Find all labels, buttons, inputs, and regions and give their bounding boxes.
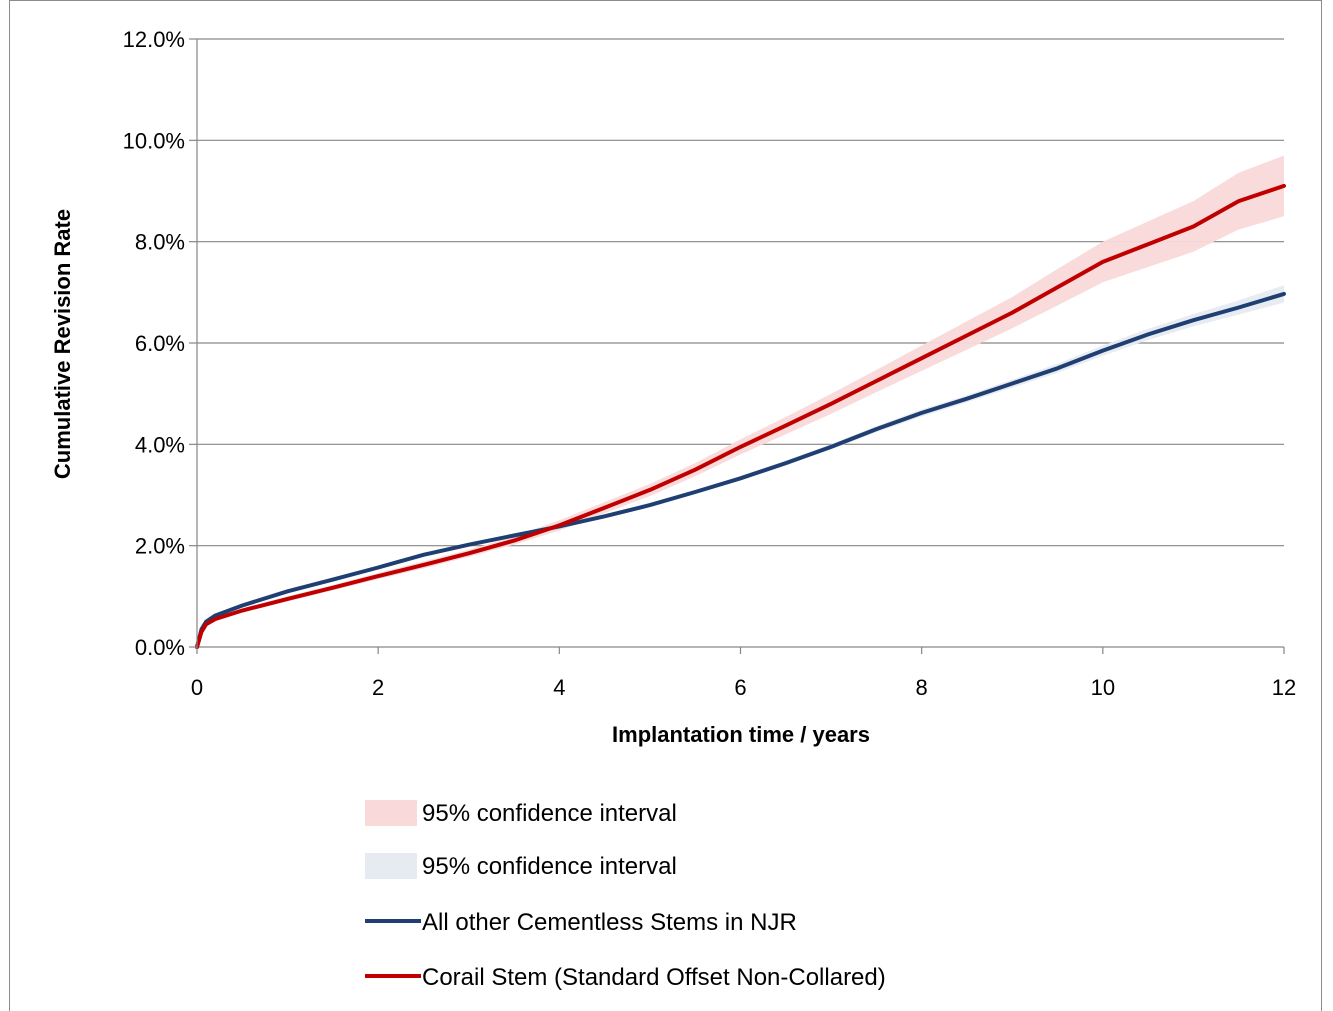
- legend-label-red-band: 95% confidence interval: [422, 800, 677, 827]
- legend-swatch-blue-band: [365, 853, 417, 879]
- x-tick-label: 10: [1091, 675, 1115, 700]
- x-tick-label: 2: [372, 675, 384, 700]
- legend-label-red-line: Corail Stem (Standard Offset Non-Collare…: [422, 964, 886, 991]
- x-tick-label: 12: [1272, 675, 1296, 700]
- x-axis-title: Implantation time / years: [612, 722, 870, 747]
- legend-label-blue-band: 95% confidence interval: [422, 853, 677, 880]
- legend-label-blue-line: All other Cementless Stems in NJR: [422, 909, 797, 936]
- y-tick-label: 6.0%: [135, 331, 185, 356]
- y-tick-label: 10.0%: [123, 128, 185, 153]
- ci-bands: [197, 155, 1284, 647]
- chart-frame: [9, 0, 1322, 1011]
- ci-band-other-stems: [197, 285, 1284, 647]
- y-tick-label: 0.0%: [135, 635, 185, 660]
- y-tick-label: 2.0%: [135, 534, 185, 559]
- series-line-other-stems: [195, 291, 1286, 649]
- axes: 0.0% 2.0% 4.0% 6.0% 8.0% 10.0% 12.0% 0 2 4 6 8 10 12: [123, 27, 1297, 700]
- legend: 95% confidence interval 95% confidence i…: [365, 800, 886, 991]
- legend-swatch-red-band: [365, 800, 417, 826]
- x-tick-label: 6: [734, 675, 746, 700]
- series-line-corail: [195, 183, 1286, 649]
- x-tick-label: 8: [916, 675, 928, 700]
- y-tick-label: 4.0%: [135, 432, 185, 457]
- series-lines: [195, 183, 1286, 649]
- x-tick-label: 4: [553, 675, 565, 700]
- y-axis-title: Cumulative Revision Rate: [50, 209, 75, 479]
- y-tick-label: 8.0%: [135, 230, 185, 255]
- x-tick-label: 0: [191, 675, 203, 700]
- y-tick-label: 12.0%: [123, 27, 185, 52]
